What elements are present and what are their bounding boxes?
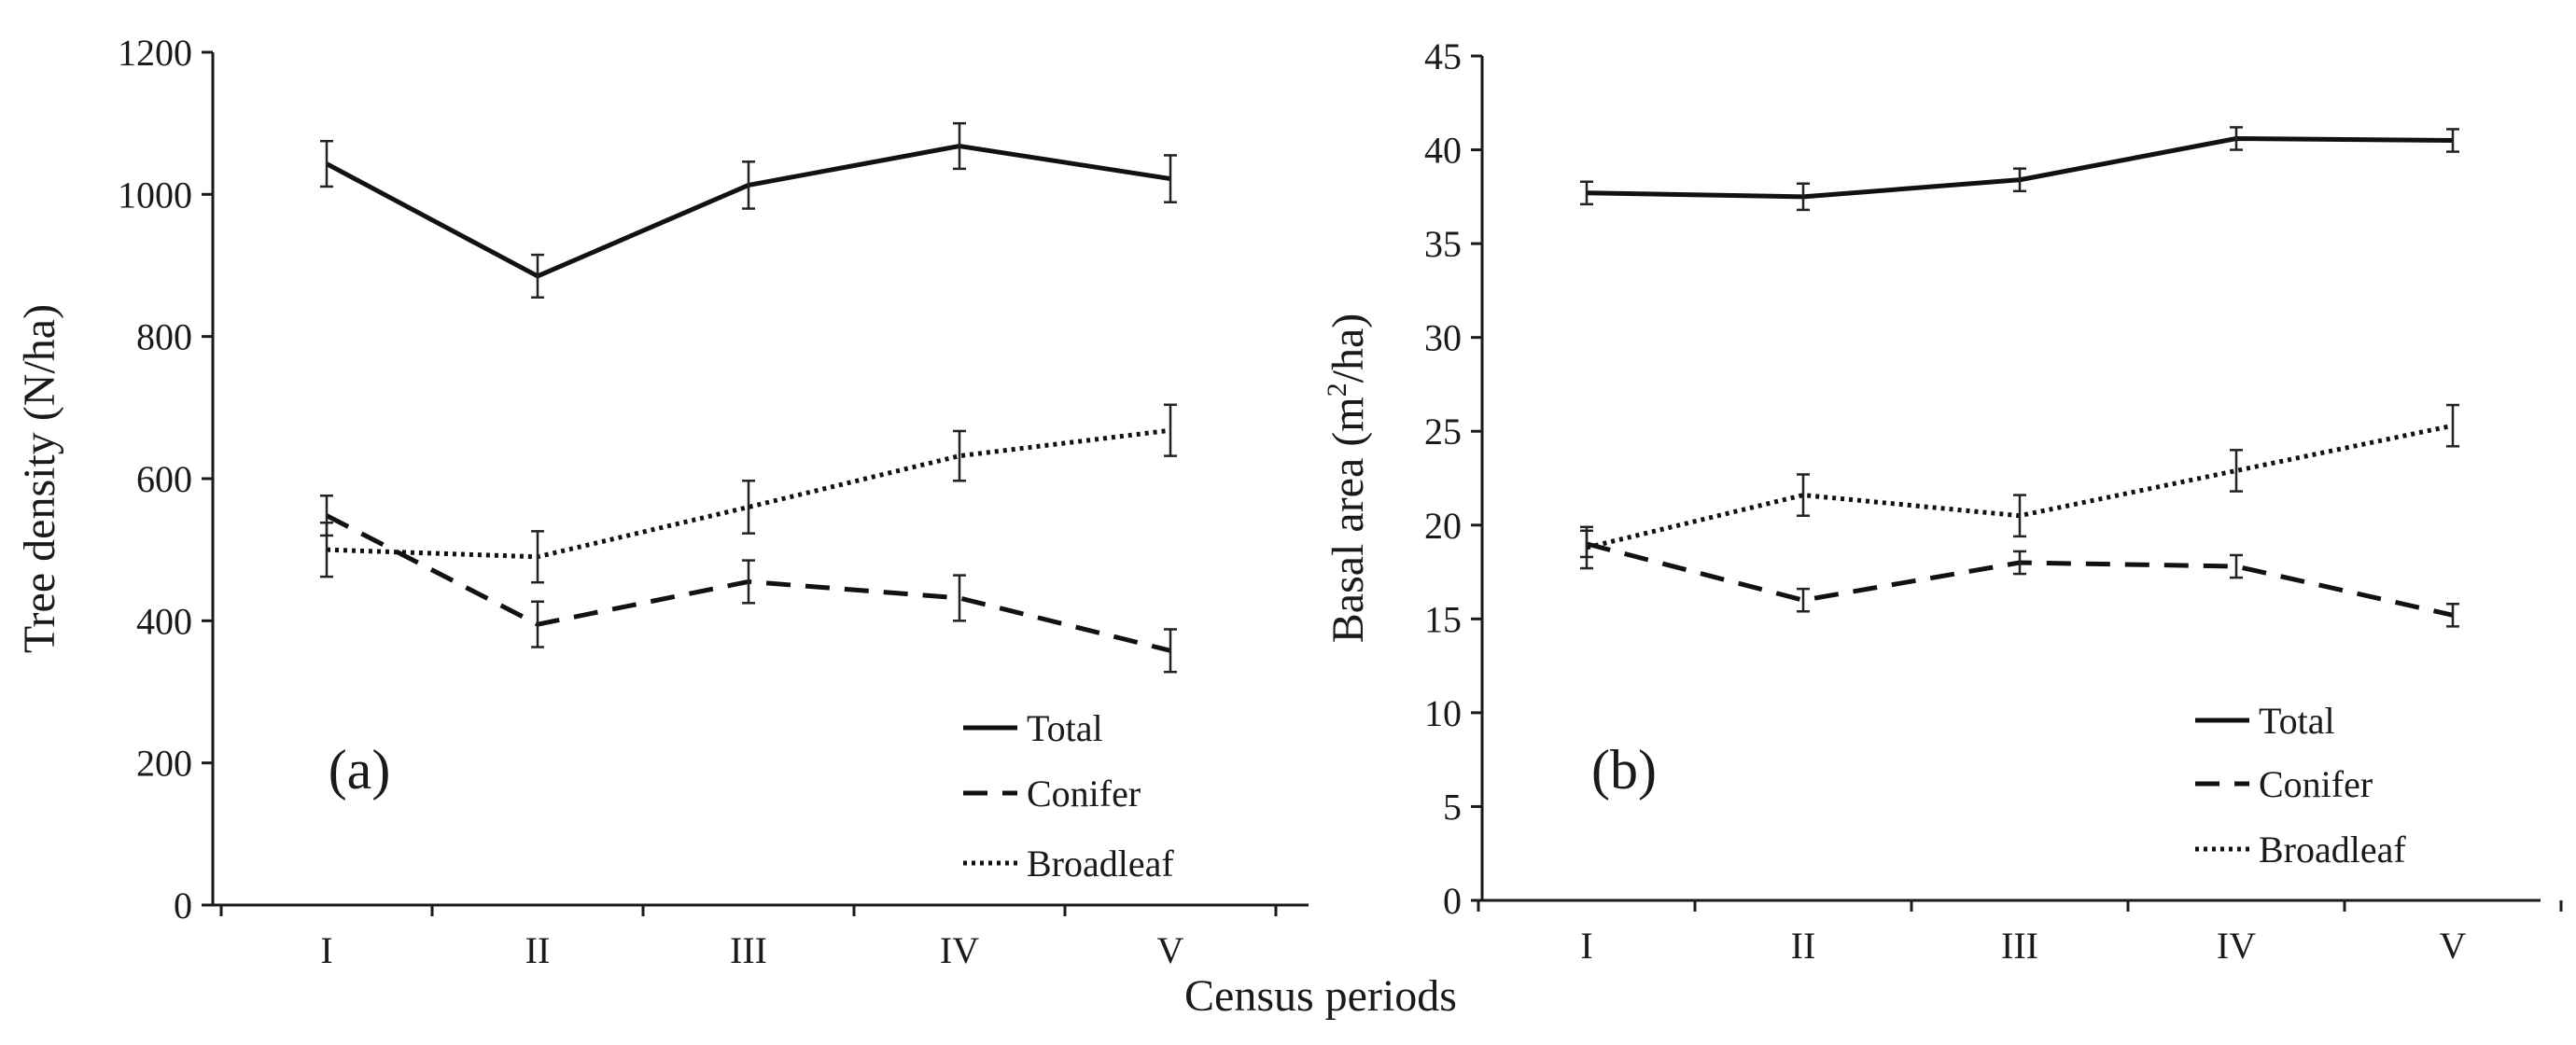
error-bar [1797,473,1810,517]
series-line-broadleaf [326,427,1171,560]
y-tick-label: 0 [174,885,192,927]
x-tick-label: V [1157,929,1184,971]
error-bar [531,530,544,584]
x-tick-label: III [2001,925,2038,967]
error-bar [742,480,755,535]
error-bar [2230,126,2243,151]
legend: Total Conifer Broadleaf [2195,700,2406,871]
panel-label: (a) [329,739,391,801]
error-bar [2446,602,2459,628]
error-bar [953,429,966,482]
legend-label-conifer: Conifer [2259,763,2373,805]
error-bar [953,574,966,622]
x-tick-label: I [1580,925,1592,967]
legend-label-total: Total [2259,700,2335,742]
x-tick-label: II [1791,925,1816,967]
y-axis-title-superscript: 2 [1322,383,1352,397]
y-tick-label: 600 [136,458,192,500]
y-tick-label: 5 [1443,786,1462,828]
error-bar [1580,525,1593,570]
x-tick-label: III [730,929,767,971]
error-bar [2446,128,2459,153]
legend: Total Conifer Broadleaf [963,707,1174,885]
error-bar [1797,587,1810,613]
y-tick-label: 25 [1424,411,1462,453]
y-tick-label: 1200 [118,32,192,74]
y-axis-title: Basal area (m2/ha) [1322,314,1373,643]
x-tick-label: IV [2217,925,2256,967]
x-tick-label: II [525,929,551,971]
x-axis-title: Census periods [1184,971,1457,1021]
error-bar [742,559,755,605]
legend-label-broadleaf: Broadleaf [1027,843,1174,885]
error-bar [531,600,544,648]
y-tick-label: 200 [136,743,192,785]
x-tick-label: V [2440,925,2467,967]
error-bar [2013,494,2026,538]
error-bar [1164,628,1177,674]
error-bar [953,121,966,171]
panel-label: (b) [1591,739,1657,801]
y-tick-label: 400 [136,600,192,642]
y-tick-label: 800 [136,316,192,358]
y-tick-label: 40 [1424,130,1462,172]
error-bar [742,160,755,210]
error-bar [1164,154,1177,203]
error-bar [1164,403,1177,457]
x-tick-label: IV [940,929,979,971]
error-bar [531,253,544,300]
y-tick-label: 10 [1424,692,1462,734]
y-tick-label: 30 [1424,317,1462,359]
y-tick-label: 0 [1443,880,1462,922]
legend-label-total: Total [1027,707,1103,749]
error-bar [2013,167,2026,193]
y-tick-label: 20 [1424,505,1462,547]
y-axis-title-main: Basal area (m [1323,397,1373,643]
error-bar [1797,182,1810,212]
y-tick-label: 45 [1424,35,1462,77]
error-bar [2230,449,2243,493]
error-bar [2446,403,2459,448]
error-bar [1580,180,1593,206]
y-axis-title: Tree density (N/ha) [15,304,64,653]
error-bar [2230,553,2243,579]
error-bar [2013,550,2026,576]
x-tick-label: I [320,929,332,971]
y-tick-label: 35 [1424,223,1462,265]
error-bar [320,521,333,578]
y-tick-label: 1000 [118,174,192,216]
error-bar [320,139,333,188]
legend-label-broadleaf: Broadleaf [2259,829,2406,871]
y-axis-title-tail: /ha) [1323,314,1373,383]
y-tick-label: 15 [1424,598,1462,640]
legend-label-conifer: Conifer [1027,773,1141,815]
